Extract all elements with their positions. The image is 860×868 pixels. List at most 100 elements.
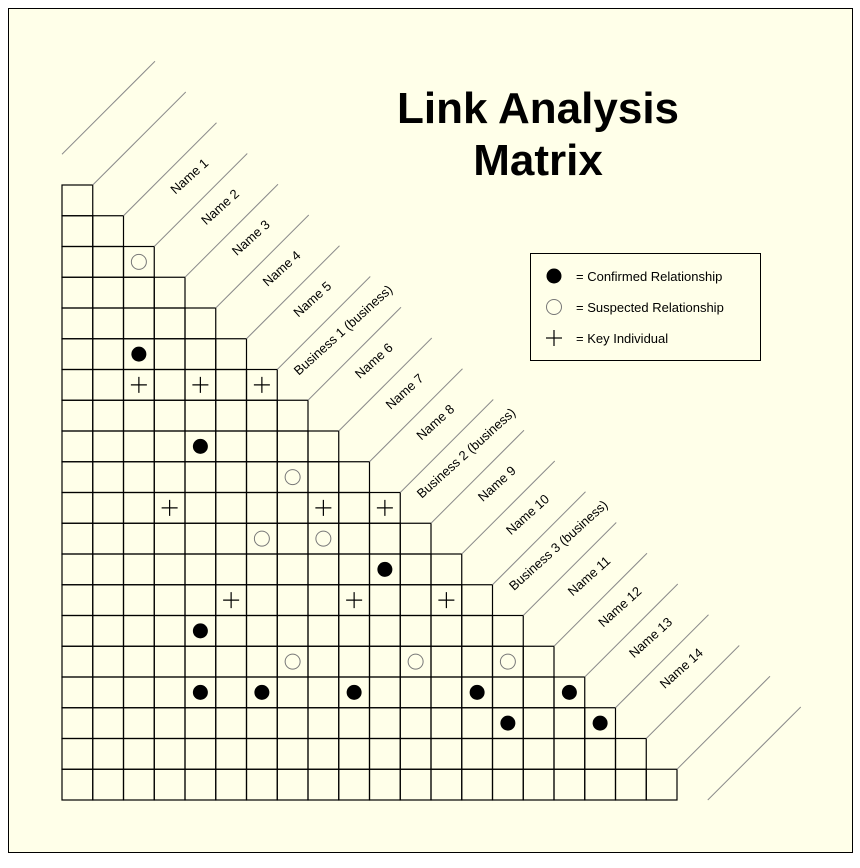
confirmed-relationship-icon [546, 268, 562, 284]
entity-label: Name 9 [475, 463, 519, 505]
matrix-cell [491, 737, 524, 770]
matrix-cell [276, 553, 309, 586]
matrix-cell [153, 430, 186, 463]
key-individual-icon [438, 592, 455, 609]
matrix-cell [276, 768, 309, 801]
matrix-cell [368, 522, 401, 555]
suspected-relationship-icon [546, 299, 562, 315]
matrix-cell [245, 584, 278, 617]
legend-label: = Key Individual [576, 331, 668, 346]
matrix-cell [153, 368, 186, 401]
matrix-cell [92, 584, 125, 617]
guide-line [522, 522, 617, 616]
matrix-cell [276, 522, 309, 555]
key-individual-icon [223, 592, 240, 609]
matrix-cell [614, 768, 647, 801]
key-individual-icon [161, 499, 178, 516]
matrix-cell [245, 522, 278, 555]
matrix-cell [61, 307, 94, 340]
confirmed-relationship-icon [192, 623, 208, 639]
confirmed-relationship-icon [131, 346, 147, 362]
matrix-cell [184, 584, 217, 617]
matrix-cell [215, 737, 248, 770]
matrix-cell [307, 522, 340, 555]
entity-label: Name 7 [383, 371, 427, 413]
matrix-cell [61, 645, 94, 678]
matrix-cell [491, 645, 524, 678]
matrix-cell [153, 768, 186, 801]
matrix-cell [92, 522, 125, 555]
matrix-cell [307, 553, 340, 586]
guide-line [92, 91, 187, 186]
matrix-cell [399, 584, 432, 617]
matrix-cell [122, 553, 155, 586]
entity-label: Name 12 [595, 583, 644, 629]
matrix-cell [92, 645, 125, 678]
matrix-cell [61, 461, 94, 494]
matrix-cell [122, 491, 155, 524]
matrix-cell [92, 276, 125, 309]
matrix-cell [338, 614, 371, 647]
matrix-cell [307, 676, 340, 709]
guide-line [61, 60, 156, 155]
matrix-cell [61, 707, 94, 740]
matrix-cell [399, 768, 432, 801]
entity-label: Name 3 [229, 217, 273, 259]
legend-label: = Confirmed Relationship [576, 269, 722, 284]
matrix-cell [245, 399, 278, 432]
matrix-cell [276, 737, 309, 770]
matrix-cell [215, 491, 248, 524]
matrix-cell [399, 522, 432, 555]
matrix-cell [245, 553, 278, 586]
matrix-cell [584, 768, 617, 801]
matrix-cell [276, 707, 309, 740]
matrix-cell [61, 338, 94, 371]
matrix-cell [92, 399, 125, 432]
matrix-cell [338, 645, 371, 678]
matrix-cell [153, 645, 186, 678]
legend-box [530, 253, 761, 361]
matrix-cell [522, 768, 555, 801]
matrix-cell [184, 707, 217, 740]
matrix-cell [61, 584, 94, 617]
matrix-cell [61, 614, 94, 647]
matrix-cell [122, 707, 155, 740]
guide-line [676, 675, 771, 770]
suspected-relationship-icon [284, 469, 301, 486]
guide-line [645, 645, 740, 739]
matrix-cell [184, 768, 217, 801]
matrix-cell [92, 338, 125, 371]
matrix-cell [584, 737, 617, 770]
matrix-cell [92, 430, 125, 463]
matrix-cell [276, 614, 309, 647]
entity-label: Name 11 [565, 553, 614, 599]
suspected-relationship-icon [315, 530, 332, 547]
matrix-cell [553, 707, 586, 740]
key-individual-icon [192, 376, 209, 393]
matrix-cell [184, 307, 217, 340]
matrix-cell [215, 645, 248, 678]
matrix-cell [184, 522, 217, 555]
matrix-cell [399, 645, 432, 678]
matrix-cell [430, 553, 463, 586]
guide-line [369, 368, 463, 463]
matrix-cell [215, 338, 248, 371]
matrix-cell [307, 430, 340, 463]
matrix-cell [522, 707, 555, 740]
matrix-cell [368, 737, 401, 770]
confirmed-relationship-icon [346, 684, 362, 700]
confirmed-relationship-icon [561, 684, 577, 700]
matrix-cell [61, 491, 94, 524]
matrix-cell [338, 461, 371, 494]
matrix-cell [307, 461, 340, 494]
matrix-cell [92, 768, 125, 801]
matrix-cell [92, 245, 125, 278]
matrix-cell [61, 553, 94, 586]
matrix-cell [614, 737, 647, 770]
matrix-cell [430, 737, 463, 770]
suspected-relationship-icon [499, 653, 516, 670]
matrix-cell [461, 584, 494, 617]
matrix-cell [461, 707, 494, 740]
matrix-cell [368, 614, 401, 647]
matrix-cell [215, 430, 248, 463]
